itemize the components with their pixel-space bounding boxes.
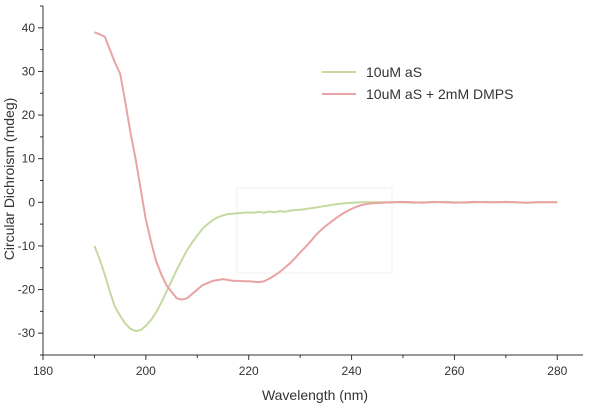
x-tick-label: 180: [33, 364, 53, 378]
legend-label-2: 10uM aS + 2mM DMPS: [366, 86, 513, 102]
x-tick-label: 260: [444, 364, 464, 378]
series-line-2: [94, 31, 558, 301]
x-tick-label: 220: [239, 364, 259, 378]
y-ticks: -30 -20 -10 0 10 20 30 40: [18, 5, 43, 356]
legend: 10uM aS 10uM aS + 2mM DMPS: [322, 64, 513, 102]
y-tick-label: -10: [18, 239, 36, 253]
y-tick-label: 10: [22, 152, 36, 166]
x-tick-label: 280: [547, 364, 567, 378]
legend-label-1: 10uM aS: [366, 64, 422, 80]
y-tick-label: 30: [22, 64, 36, 78]
y-tick-label: -20: [18, 283, 36, 297]
x-axis-label: Wavelength (nm): [262, 387, 368, 403]
y-tick-label: -30: [18, 326, 36, 340]
x-tick-label: 200: [136, 364, 156, 378]
y-tick-label: 40: [22, 21, 36, 35]
axes-layer: [42, 6, 583, 356]
series-line-1: [93, 200, 558, 333]
x-tick-label: 240: [342, 364, 362, 378]
series-layer: [93, 31, 558, 333]
y-tick-label: 0: [28, 195, 35, 209]
x-ticks: 180 200 220 240 260 280: [33, 355, 568, 378]
background-rect: [236, 187, 393, 274]
y-tick-label: 20: [22, 108, 36, 122]
y-axis-label: Circular Dichroism (mdeg): [1, 98, 17, 261]
